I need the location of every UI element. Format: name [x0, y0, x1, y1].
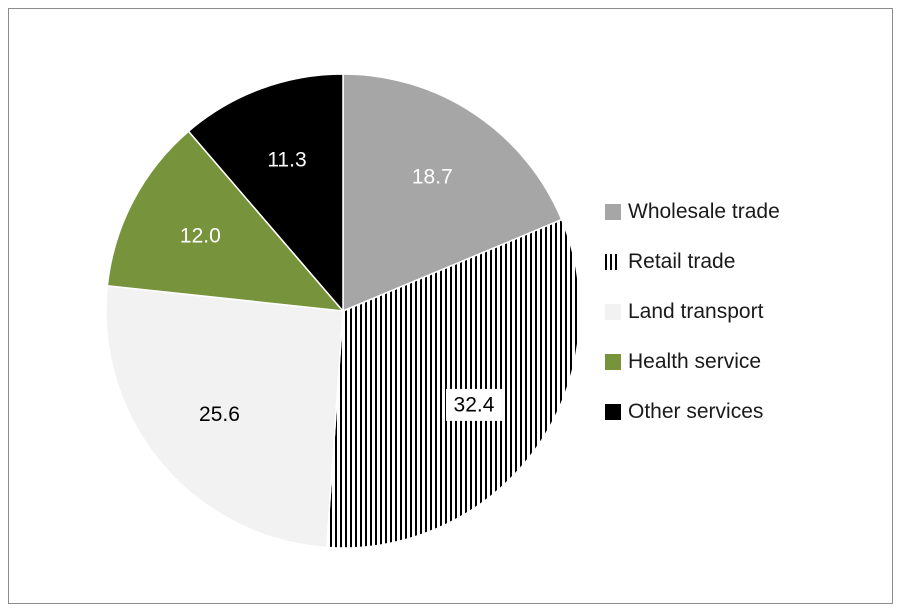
legend-label: Health service — [628, 350, 762, 373]
pie-slice-health-service — [106, 130, 345, 312]
data-label-land-transport: 25.6 — [199, 403, 240, 426]
data-label-health-service: 12.0 — [180, 225, 221, 248]
legend-label: Other services — [628, 400, 764, 423]
legend-item-wholesale-trade: Wholesale trade — [605, 200, 780, 224]
legend-swatch — [605, 254, 617, 270]
legend-item-retail-trade: Retail trade — [605, 250, 735, 274]
legend-label: Retail trade — [628, 250, 736, 273]
legend-item-land-transport: Land transport — [605, 300, 763, 324]
legend-label: Land transport — [628, 300, 764, 323]
pie-slice-retail-trade — [325, 218, 581, 549]
legend-swatch — [605, 404, 621, 420]
legend-item-other-services: Other services — [605, 400, 763, 424]
pie-slice-land-transport — [105, 284, 344, 549]
data-label-other-services: 11.3 — [267, 148, 306, 171]
pie-slice-other-services — [187, 73, 344, 314]
legend-swatch — [605, 354, 621, 370]
legend-swatch — [605, 204, 621, 220]
legend-item-health-service: Health service — [605, 350, 761, 374]
legend-swatch — [605, 304, 621, 320]
data-label-retail-trade: 32.4 — [454, 393, 495, 416]
pie-slice-wholesale-trade — [342, 73, 563, 313]
data-label-background — [445, 388, 502, 421]
legend-label: Wholesale trade — [628, 200, 780, 223]
data-label-wholesale-trade: 18.7 — [412, 165, 453, 188]
